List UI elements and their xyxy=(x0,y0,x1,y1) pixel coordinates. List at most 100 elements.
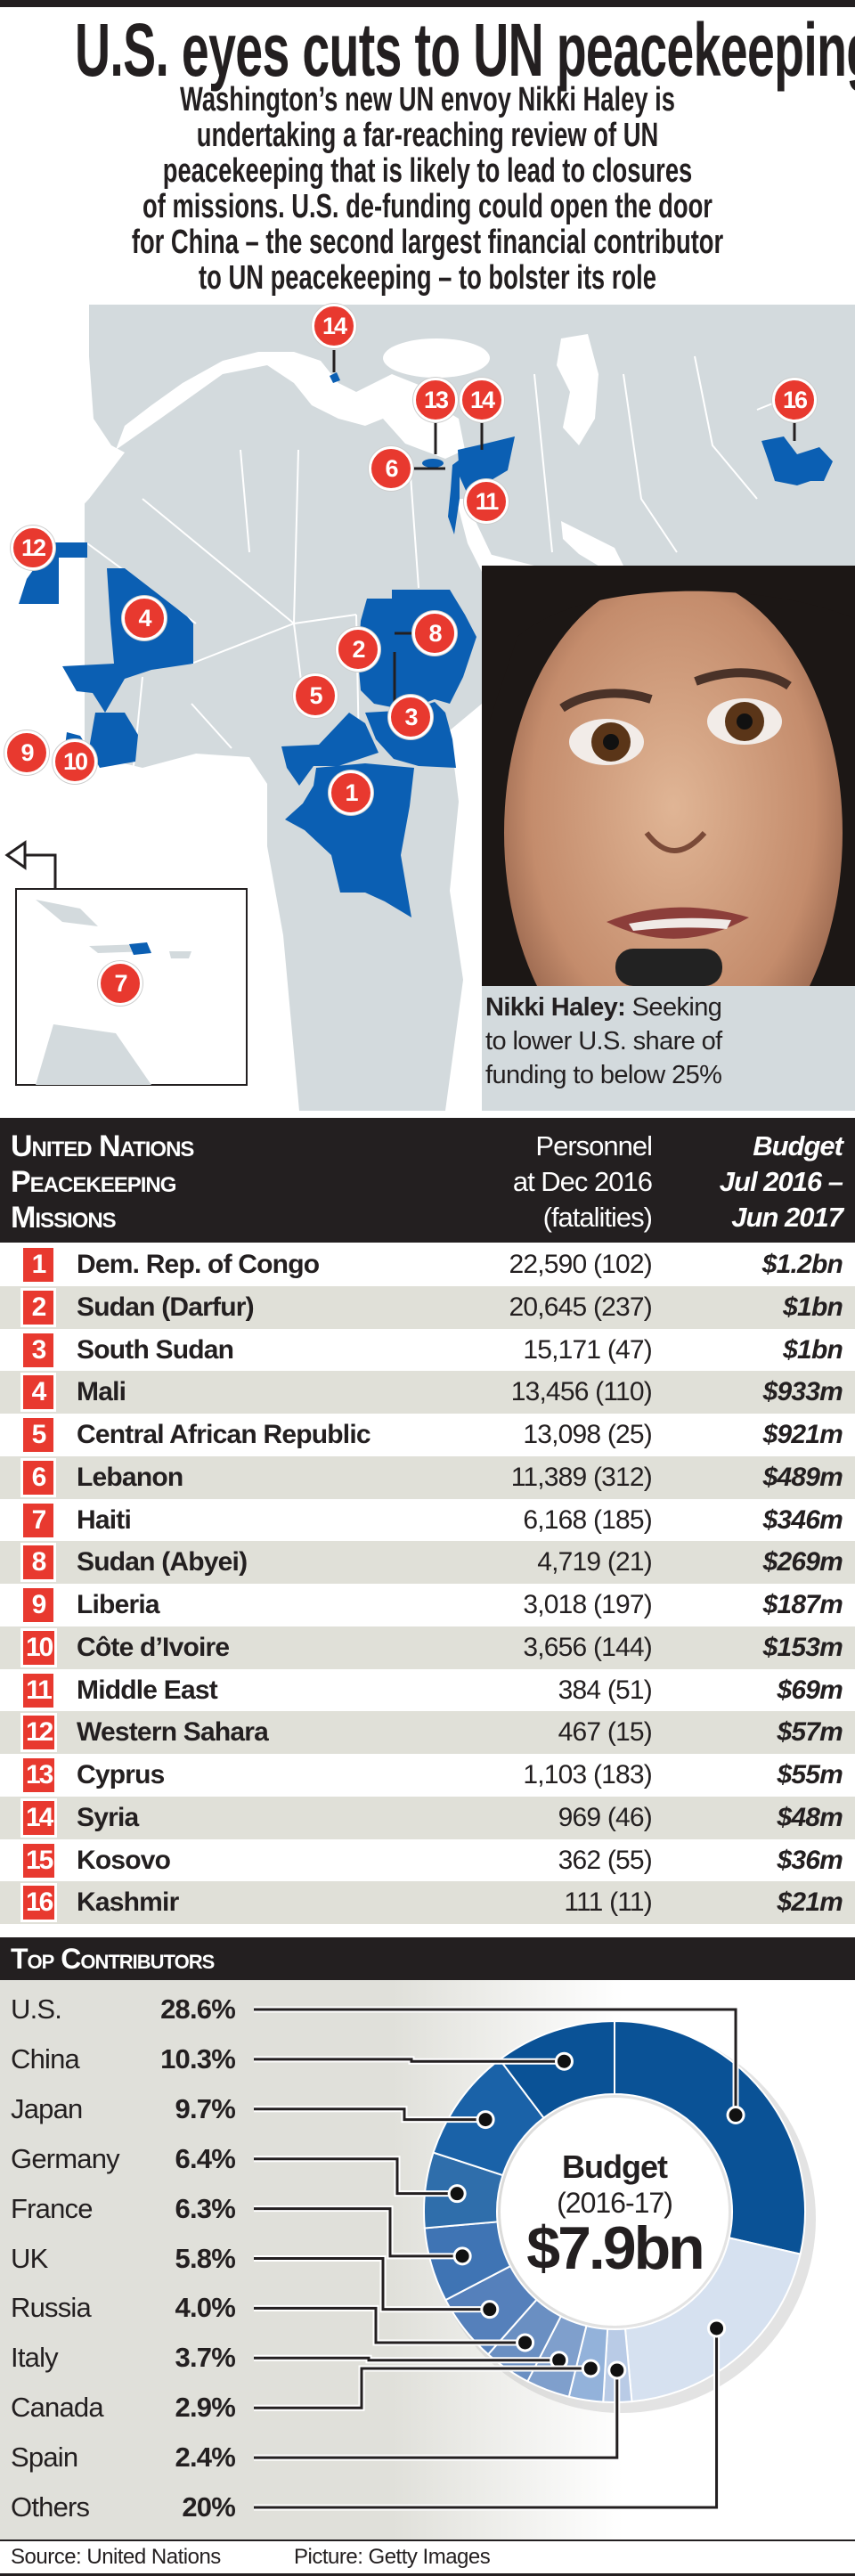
contributor-row: China 10.3% xyxy=(11,2034,236,2084)
contributor-name: Japan xyxy=(11,2092,83,2124)
mission-name: Middle East xyxy=(77,1675,218,1705)
inset-arrow-line xyxy=(18,853,57,889)
contributor-row: France 6.3% xyxy=(11,2184,236,2234)
caption-name: Nikki Haley: xyxy=(485,993,626,1022)
donut-slice-others xyxy=(623,2237,802,2403)
map-marker-haiti: 7 xyxy=(98,961,142,1006)
leader-dot xyxy=(516,2333,535,2352)
mission-budget: $921m xyxy=(762,1420,843,1449)
map-marker-western-sahara: 12 xyxy=(11,526,55,570)
leader-dot xyxy=(476,2110,495,2130)
contributor-share: 6.3% xyxy=(175,2192,236,2224)
inset-arrow-head-icon xyxy=(4,840,27,870)
contributor-name: UK xyxy=(11,2242,48,2274)
mission-row: 4 Mali 13,456 (110) $933m xyxy=(0,1371,855,1414)
donut-center-label: Budget xyxy=(562,2148,668,2185)
mission-number-badge: 13 xyxy=(23,1758,55,1792)
contributor-share: 5.8% xyxy=(175,2242,236,2274)
leader-dot xyxy=(452,2246,472,2266)
leader-dot xyxy=(480,2300,500,2319)
donut-slice-china xyxy=(498,2019,615,2120)
footer: Source: United Nations Picture: Getty Im… xyxy=(0,2539,855,2576)
picture-credit: Picture: Getty Images xyxy=(294,2545,491,2569)
standfirst-line: of missions. U.S. de-funding could open … xyxy=(142,188,712,225)
mission-number-badge: 9 xyxy=(23,1588,53,1622)
map-marker-lebanon: 6 xyxy=(369,446,413,491)
mission-name: Côte d’Ivoire xyxy=(77,1632,230,1662)
mission-personnel: 1,103 (183) xyxy=(523,1760,652,1789)
mission-row: 16 Kashmir 111 (11) $21m xyxy=(0,1881,855,1924)
standfirst-line: for China – the second largest financial… xyxy=(131,224,724,261)
header-line: Missions xyxy=(11,1201,117,1235)
mission-row: 3 South Sudan 15,171 (47) $1bn xyxy=(0,1329,855,1372)
mission-number-badge: 7 xyxy=(23,1503,53,1537)
marker-leaders xyxy=(332,350,796,714)
mission-number-badge: 10 xyxy=(20,1627,58,1667)
contributor-share: 28.6% xyxy=(160,1993,236,2025)
mission-number-badge: 12 xyxy=(20,1713,58,1753)
mission-row: 10 Côte d’Ivoire 3,656 (144) $153m xyxy=(0,1626,855,1669)
missions-table-header: United Nations Peacekeeping Missions Per… xyxy=(0,1118,855,1243)
map-marker-cote-divoire: 10 xyxy=(53,739,97,784)
mission-personnel: 3,656 (144) xyxy=(523,1632,652,1662)
contributor-row: Russia 4.0% xyxy=(11,2283,236,2333)
mission-budget: $21m xyxy=(777,1887,843,1918)
mission-name: Mali xyxy=(77,1377,126,1407)
mission-budget: $57m xyxy=(777,1717,843,1748)
mission-row: 12 Western Sahara 467 (15) $57m xyxy=(0,1711,855,1754)
map-marker-middle-east: 11 xyxy=(464,479,509,524)
header-budget: Budget Jul 2016 – Jun 2017 xyxy=(720,1129,843,1235)
mission-name: Lebanon xyxy=(77,1462,183,1492)
mission-row: 13 Cyprus 1,103 (183) $55m xyxy=(0,1754,855,1797)
mission-personnel: 467 (15) xyxy=(558,1717,653,1748)
mission-budget: $489m xyxy=(762,1462,843,1492)
leader-dot xyxy=(554,2051,574,2071)
leader-line xyxy=(254,2058,565,2063)
top-rule xyxy=(0,0,855,7)
map-marker-mali: 4 xyxy=(122,596,167,640)
mission-number-badge: 2 xyxy=(20,1287,56,1327)
leader-line xyxy=(254,2356,559,2362)
mission-budget: $48m xyxy=(777,1802,843,1832)
mission-number-badge: 8 xyxy=(20,1543,56,1583)
leader-dot xyxy=(447,2184,467,2204)
mission-number-badge: 15 xyxy=(23,1843,55,1878)
contributor-share: 20% xyxy=(182,2491,235,2523)
map-marker-south-sudan: 3 xyxy=(388,695,433,739)
syria-area xyxy=(458,436,515,494)
western-sahara-area xyxy=(19,542,87,604)
contributor-name: Russia xyxy=(11,2292,92,2324)
mission-number-badge: 1 xyxy=(23,1248,53,1282)
mission-row: 2 Sudan (Darfur) 20,645 (237) $1bn xyxy=(0,1285,855,1329)
mission-name: Western Sahara xyxy=(77,1717,269,1748)
mission-personnel: 969 (46) xyxy=(558,1802,653,1832)
contributor-row: Spain 2.4% xyxy=(11,2433,236,2482)
mission-budget: $36m xyxy=(777,1845,843,1875)
leader-line xyxy=(254,2306,525,2344)
header-line: United Nations xyxy=(11,1129,194,1163)
mission-number-badge: 3 xyxy=(23,1333,53,1367)
lebanon-israel-area xyxy=(448,460,460,534)
header-line: (fatalities) xyxy=(542,1202,653,1233)
missions-table-body: 1 Dem. Rep. of Congo 22,590 (102) $1.2bn 2 Su… xyxy=(0,1243,855,1924)
mission-personnel: 11,389 (312) xyxy=(510,1462,653,1492)
mission-budget: $55m xyxy=(777,1760,843,1789)
mission-name: Sudan (Abyei) xyxy=(77,1547,248,1577)
mission-number-badge: 16 xyxy=(20,1883,58,1923)
standfirst-line: to UN peacekeeping – to bolster its role xyxy=(199,259,656,297)
standfirst-line: Washington’s new UN envoy Nikki Haley is xyxy=(180,81,675,118)
header-line: Jul 2016 – xyxy=(719,1166,843,1197)
contributor-share: 2.9% xyxy=(175,2392,236,2424)
contributor-share: 6.4% xyxy=(175,2142,236,2174)
mission-budget: $153m xyxy=(762,1632,843,1662)
mission-number-badge: 6 xyxy=(20,1457,56,1497)
contributor-name: Italy xyxy=(11,2342,59,2374)
leader-dot xyxy=(581,2359,600,2378)
mission-row: 8 Sudan (Abyei) 4,719 (21) $269m xyxy=(0,1541,855,1584)
header-personnel: Personnel at Dec 2016 (fatalities) xyxy=(513,1129,653,1235)
contributor-row: Others 20% xyxy=(11,2482,236,2532)
contributor-name: China xyxy=(11,2042,80,2075)
contributor-name: France xyxy=(11,2192,93,2224)
mission-budget: $346m xyxy=(762,1504,843,1535)
standfirst: Washington’s new UN envoy Nikki Haley is… xyxy=(43,82,812,296)
